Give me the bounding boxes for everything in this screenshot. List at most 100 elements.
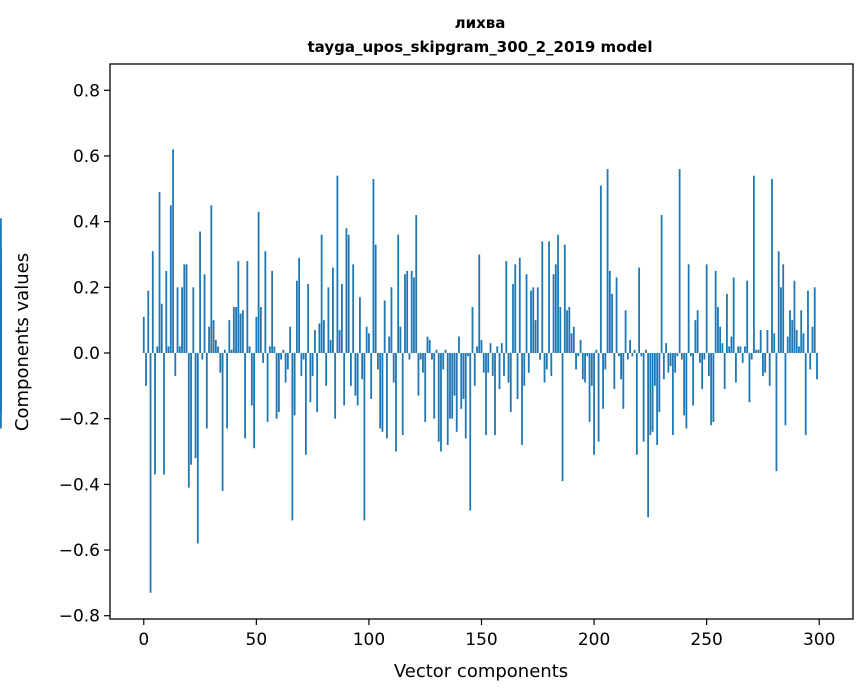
bar xyxy=(464,352,467,439)
bar xyxy=(244,352,246,439)
bar xyxy=(458,336,460,353)
bar xyxy=(361,352,364,380)
bar xyxy=(602,352,604,409)
bar xyxy=(717,307,719,353)
bar xyxy=(293,352,296,416)
bar xyxy=(264,251,267,353)
bar xyxy=(246,261,249,353)
bar xyxy=(174,352,177,376)
bar xyxy=(539,352,541,360)
y-tick-label: −0.2 xyxy=(59,410,100,430)
bar xyxy=(343,352,346,406)
bar xyxy=(768,352,771,386)
bar xyxy=(397,234,400,353)
bar xyxy=(435,349,438,353)
bar xyxy=(467,352,469,357)
bar xyxy=(374,244,377,353)
bar xyxy=(469,352,472,511)
bar xyxy=(507,352,510,383)
bar xyxy=(280,352,283,360)
bar xyxy=(635,352,638,455)
bar xyxy=(0,352,2,413)
bar xyxy=(354,352,357,396)
y-tick-label: 0.4 xyxy=(73,213,100,233)
bar xyxy=(183,264,186,353)
bar xyxy=(307,284,310,353)
bar xyxy=(759,330,762,353)
bar xyxy=(147,290,150,353)
bar xyxy=(372,178,375,353)
bar xyxy=(275,352,278,419)
bar xyxy=(332,267,334,353)
bar xyxy=(322,320,325,353)
x-tick-label: 250 xyxy=(690,630,722,650)
bar xyxy=(471,307,474,353)
bar xyxy=(214,339,217,353)
bar xyxy=(795,330,798,353)
bar xyxy=(512,284,514,353)
bar xyxy=(514,264,517,353)
bar xyxy=(606,169,609,353)
bar xyxy=(633,349,636,353)
bar xyxy=(566,310,568,353)
bar xyxy=(741,352,744,363)
bar xyxy=(300,352,303,376)
bar xyxy=(449,352,451,419)
bar xyxy=(309,352,312,403)
bar xyxy=(327,287,330,353)
bar xyxy=(793,280,796,353)
bar xyxy=(145,352,147,386)
bar xyxy=(165,270,168,353)
bar xyxy=(194,352,197,459)
bar xyxy=(775,352,778,472)
bar xyxy=(417,352,420,396)
bar xyxy=(413,277,415,353)
bar xyxy=(777,251,780,353)
bar xyxy=(473,352,476,386)
bar xyxy=(680,352,683,360)
bar xyxy=(611,293,613,353)
bar xyxy=(363,352,366,521)
bar xyxy=(496,346,499,353)
bar xyxy=(640,352,643,357)
bar xyxy=(579,339,582,353)
bar xyxy=(631,352,634,357)
bar xyxy=(334,352,337,419)
chart-title: лихва xyxy=(455,14,506,32)
bar xyxy=(590,352,593,386)
bar xyxy=(534,320,537,353)
bar xyxy=(381,352,384,432)
bar xyxy=(365,326,368,353)
bar xyxy=(199,231,201,353)
bar xyxy=(744,346,746,353)
bar xyxy=(408,352,411,360)
bar xyxy=(498,352,501,390)
bar xyxy=(505,261,508,353)
bar xyxy=(570,333,573,353)
bar xyxy=(205,352,208,429)
bar xyxy=(813,287,816,353)
bar xyxy=(230,349,233,353)
bar xyxy=(480,339,483,353)
bar xyxy=(678,169,681,353)
bar xyxy=(250,352,253,406)
bar xyxy=(266,352,269,422)
bar xyxy=(518,257,521,353)
chart-subtitle: tayga_upos_skipgram_300_2_2019 model xyxy=(308,38,653,56)
bar xyxy=(784,352,787,426)
bar xyxy=(352,264,355,353)
bar xyxy=(649,352,652,436)
bar xyxy=(428,339,431,353)
bar xyxy=(660,215,663,353)
bar xyxy=(196,352,199,544)
bar xyxy=(228,320,231,353)
bar xyxy=(735,352,737,383)
bar xyxy=(151,251,154,353)
bar xyxy=(476,346,478,353)
bar xyxy=(577,352,580,357)
bar xyxy=(444,349,447,353)
bar xyxy=(377,352,379,370)
bar xyxy=(786,336,789,353)
bar xyxy=(451,352,454,419)
y-tick-label: 0.8 xyxy=(73,81,100,101)
